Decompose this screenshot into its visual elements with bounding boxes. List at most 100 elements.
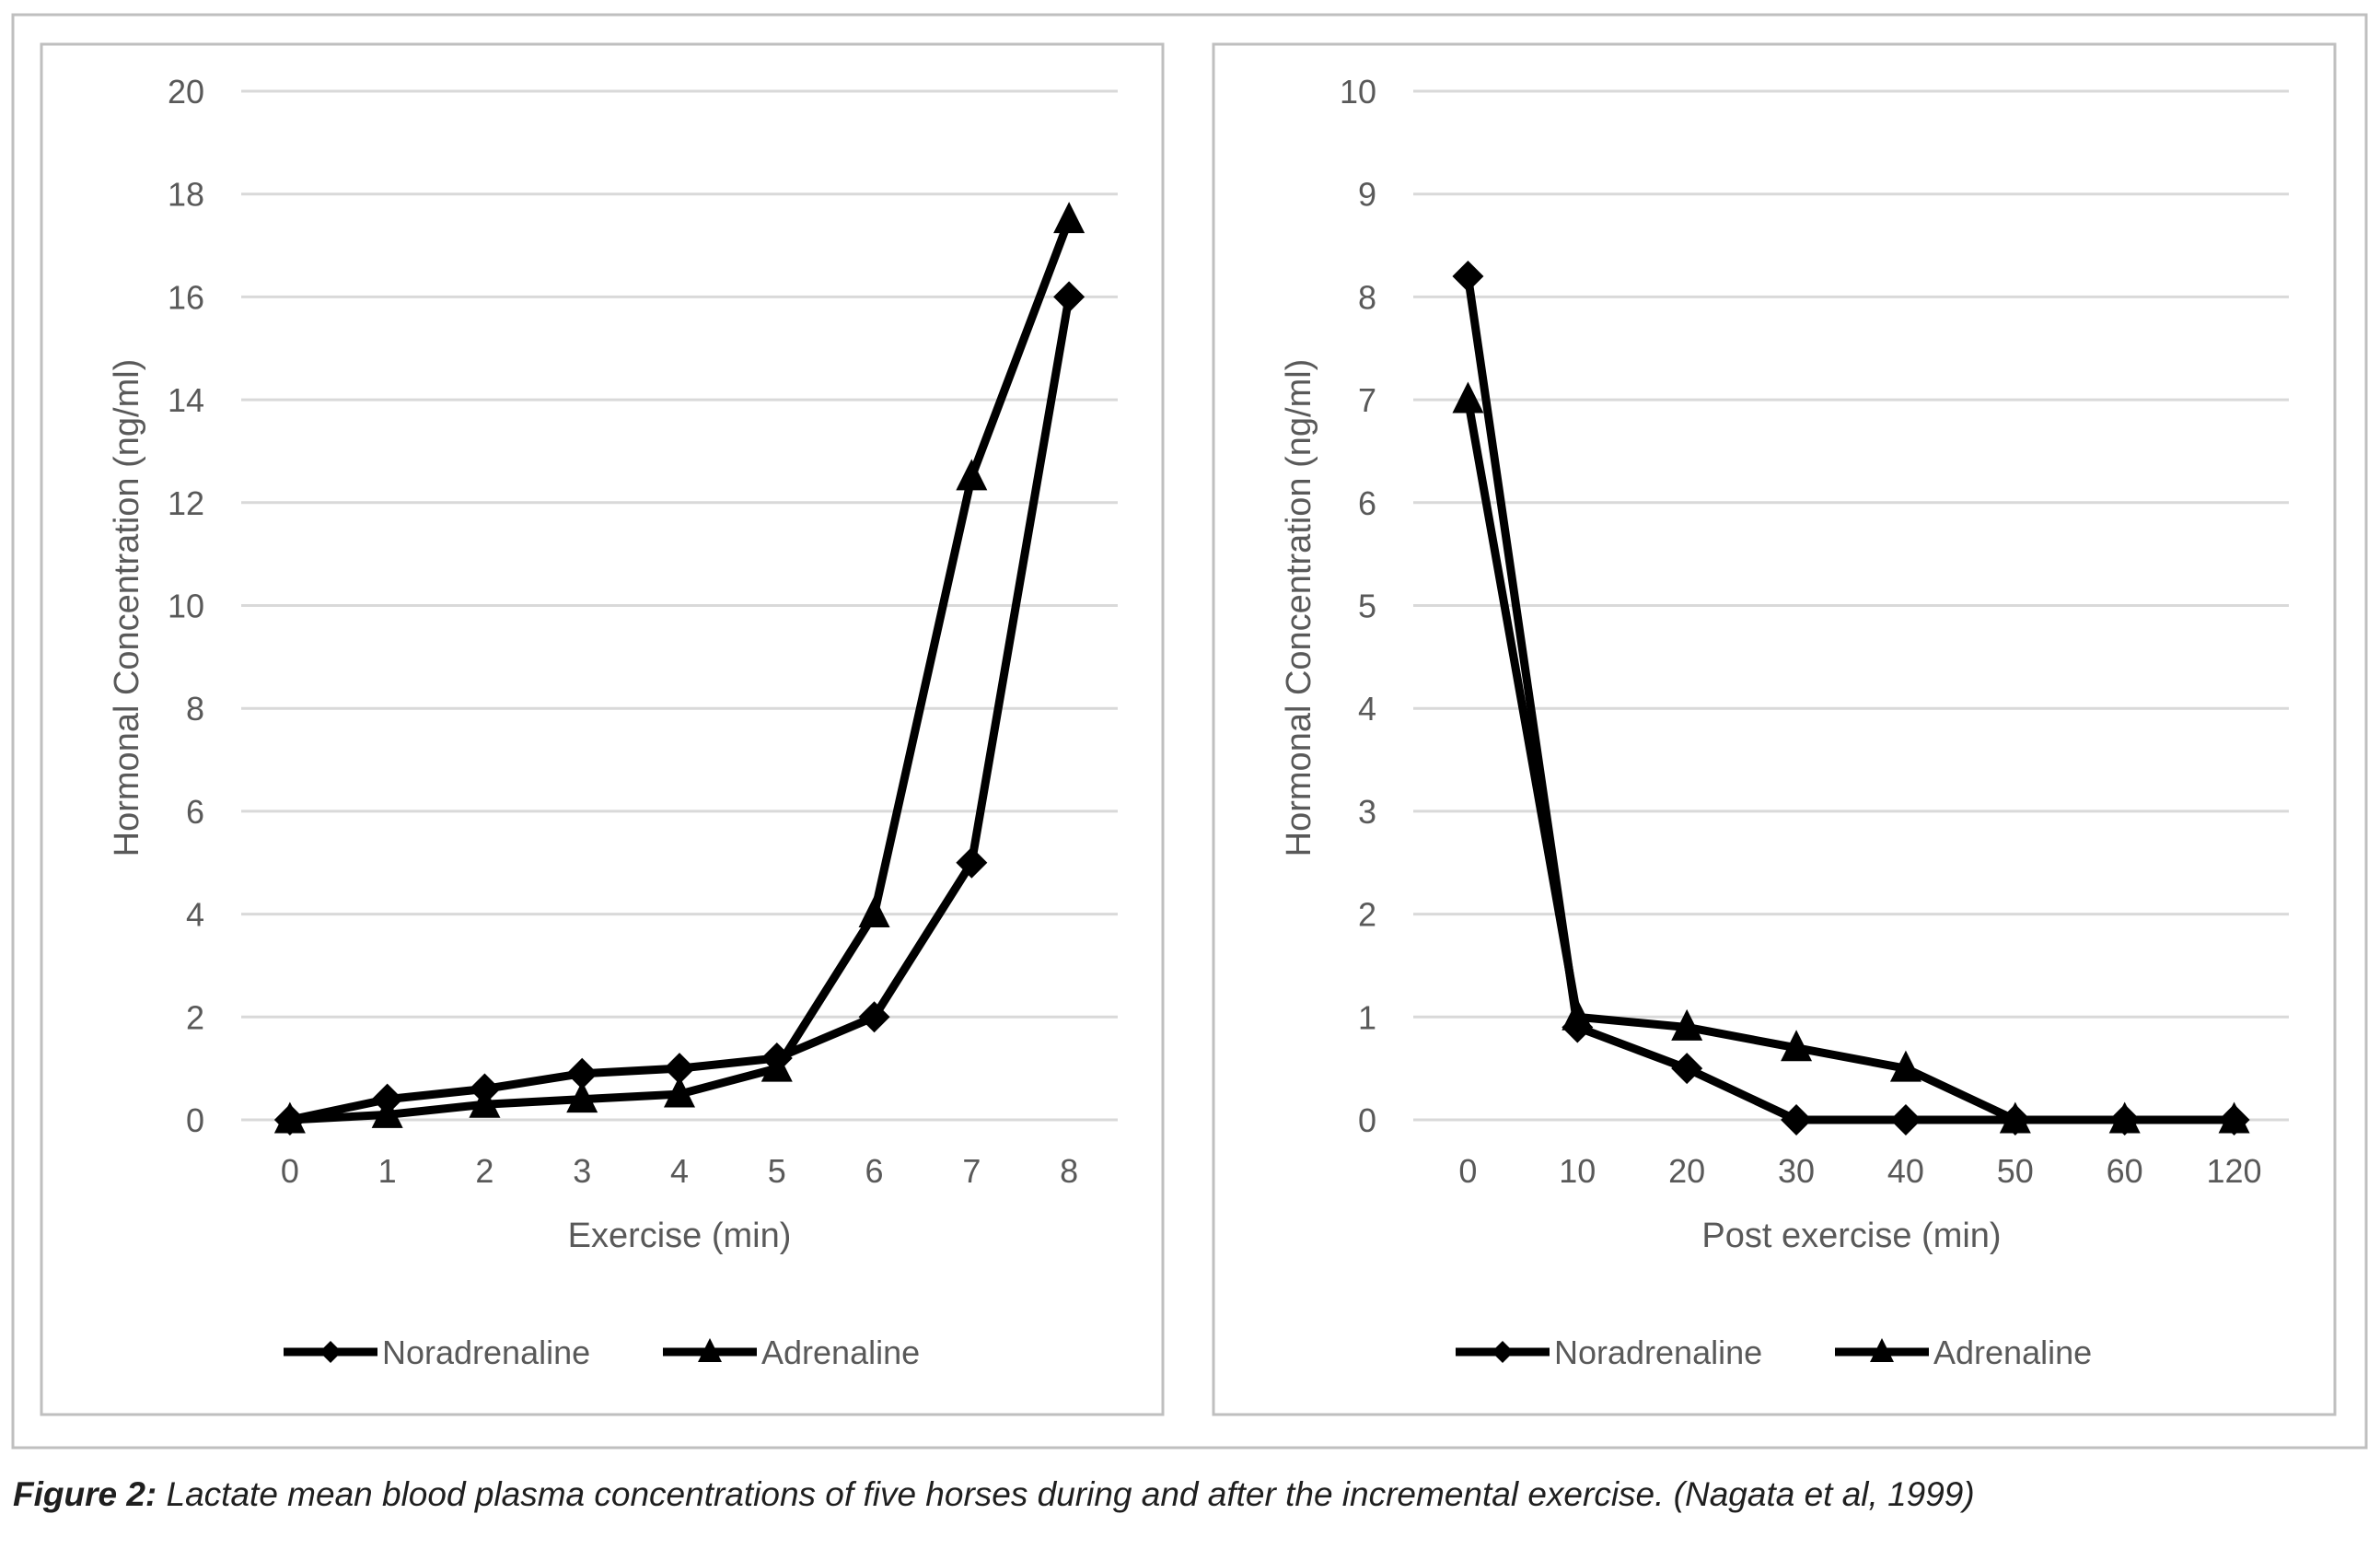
data-point-noradrenaline [1053, 281, 1086, 313]
data-point-adrenaline [2218, 1101, 2250, 1134]
data-point-adrenaline [664, 1076, 695, 1108]
x-axis-label: Exercise (min) [568, 1217, 792, 1255]
legend-item-noradrenaline: Noradrenaline [1456, 1334, 1762, 1371]
y-tick-label: 16 [168, 278, 204, 316]
legend-label: Adrenaline [1933, 1334, 2092, 1371]
series-group [1452, 261, 2250, 1136]
x-tick-labels: 0 1 2 3 4 5 6 7 8 [281, 1152, 1078, 1190]
y-tick-label: 0 [186, 1101, 204, 1139]
data-point-adrenaline [1562, 998, 1594, 1031]
y-tick-label: 6 [186, 793, 204, 831]
y-tick-label: 18 [168, 176, 204, 214]
y-tick-label: 2 [186, 998, 204, 1036]
y-tick-label: 10 [1340, 73, 1376, 111]
legend-marker [698, 1338, 722, 1363]
y-axis-label: Hormonal Concentration (ng/ml) [108, 359, 146, 857]
outer-frame [11, 13, 2368, 1450]
series-line-adrenaline [1464, 399, 2235, 1124]
data-point-noradrenaline [664, 1053, 695, 1085]
legend-label: Noradrenaline [1554, 1334, 1762, 1371]
legend-marker [319, 1341, 342, 1363]
data-point-adrenaline [956, 459, 988, 491]
y-tick-label: 4 [186, 896, 204, 934]
data-point-adrenaline [1999, 1101, 2031, 1134]
y-tick-label: 8 [1358, 278, 1376, 316]
data-point-noradrenaline [1671, 1053, 1703, 1085]
caption-text: Lactate mean blood plasma concentrations… [157, 1475, 1975, 1513]
data-point-adrenaline [1781, 1030, 1813, 1062]
data-point-adrenaline [566, 1081, 598, 1113]
chart-frame [1212, 42, 2337, 1416]
y-tick-label: 14 [168, 381, 204, 419]
data-point-noradrenaline [1889, 1104, 1921, 1136]
x-tick-label: 0 [1458, 1152, 1477, 1190]
legend-label: Noradrenaline [382, 1334, 590, 1371]
y-tick-label: 12 [168, 484, 204, 522]
y-tick-label: 9 [1358, 176, 1376, 214]
data-point-noradrenaline [566, 1057, 598, 1089]
x-tick-label: 7 [962, 1152, 981, 1190]
data-point-adrenaline [760, 1050, 793, 1082]
data-point-noradrenaline [1781, 1104, 1813, 1136]
legend-marker [1492, 1341, 1514, 1363]
y-tick-label: 7 [1358, 381, 1376, 419]
y-tick-label: 2 [1358, 896, 1376, 934]
x-tick-label: 2 [475, 1152, 493, 1190]
data-point-noradrenaline [1452, 261, 1484, 293]
legend-marker [1870, 1338, 1894, 1363]
chart-frame [40, 42, 1165, 1416]
y-tick-label: 6 [1358, 484, 1376, 522]
x-tick-label: 4 [670, 1152, 689, 1190]
legend-item-adrenaline: Adrenaline [1835, 1334, 2092, 1371]
caption-label: Figure 2: [13, 1475, 157, 1513]
x-tick-label: 40 [1887, 1152, 1924, 1190]
data-point-adrenaline [371, 1096, 403, 1128]
x-tick-label: 20 [1668, 1152, 1705, 1190]
y-tick-label: 10 [168, 588, 204, 625]
data-point-adrenaline [1053, 202, 1086, 234]
y-tick-label: 3 [1358, 793, 1376, 831]
y-tick-label: 1 [1358, 998, 1376, 1036]
grid-lines [241, 89, 1118, 1122]
chart-panel-post-exercise: 0 1 2 3 4 5 6 7 8 9 10 0 10 20 30 40 50 60 120 Hormonal C… [1212, 42, 2337, 1416]
x-tick-label: 8 [1060, 1152, 1078, 1190]
y-tick-labels: 0 2 4 6 8 10 12 14 16 18 20 [168, 73, 204, 1139]
data-point-adrenaline [858, 896, 890, 928]
figure-caption: Figure 2: Lactate mean blood plasma conc… [13, 1475, 1975, 1514]
legend-item-noradrenaline: Noradrenaline [284, 1334, 590, 1371]
x-tick-label: 50 [1997, 1152, 2034, 1190]
data-point-adrenaline [1671, 1008, 1703, 1041]
x-tick-label: 120 [2207, 1152, 2262, 1190]
y-tick-label: 0 [1358, 1101, 1376, 1139]
legend-item-adrenaline: Adrenaline [663, 1334, 920, 1371]
x-tick-label: 3 [573, 1152, 591, 1190]
legend-label: Adrenaline [761, 1334, 920, 1371]
x-tick-label: 1 [378, 1152, 397, 1190]
legend: Noradrenaline Adrenaline [284, 1334, 920, 1371]
y-tick-label: 8 [186, 690, 204, 728]
x-tick-label: 30 [1778, 1152, 1815, 1190]
data-point-adrenaline [1452, 381, 1484, 413]
x-tick-label: 10 [1559, 1152, 1596, 1190]
data-point-adrenaline [2108, 1101, 2141, 1134]
x-tick-label: 5 [768, 1152, 786, 1190]
data-point-adrenaline [469, 1086, 501, 1118]
y-tick-label: 5 [1358, 588, 1376, 625]
data-point-adrenaline [1889, 1050, 1921, 1082]
data-point-adrenaline [273, 1101, 306, 1134]
x-tick-labels: 0 10 20 30 40 50 60 120 [1458, 1152, 2261, 1190]
x-axis-label: Post exercise (min) [1701, 1217, 2001, 1255]
y-axis-label: Hormonal Concentration (ng/ml) [1280, 359, 1318, 857]
y-tick-label: 20 [168, 73, 204, 111]
series-group [273, 202, 1086, 1136]
data-point-noradrenaline [956, 846, 988, 879]
y-tick-label: 4 [1358, 690, 1376, 728]
y-tick-labels: 0 1 2 3 4 5 6 7 8 9 10 [1340, 73, 1376, 1139]
x-tick-label: 60 [2107, 1152, 2143, 1190]
x-tick-label: 0 [281, 1152, 299, 1190]
legend: Noradrenaline Adrenaline [1456, 1334, 2092, 1371]
x-tick-label: 6 [865, 1152, 884, 1190]
data-point-noradrenaline [858, 1001, 890, 1033]
